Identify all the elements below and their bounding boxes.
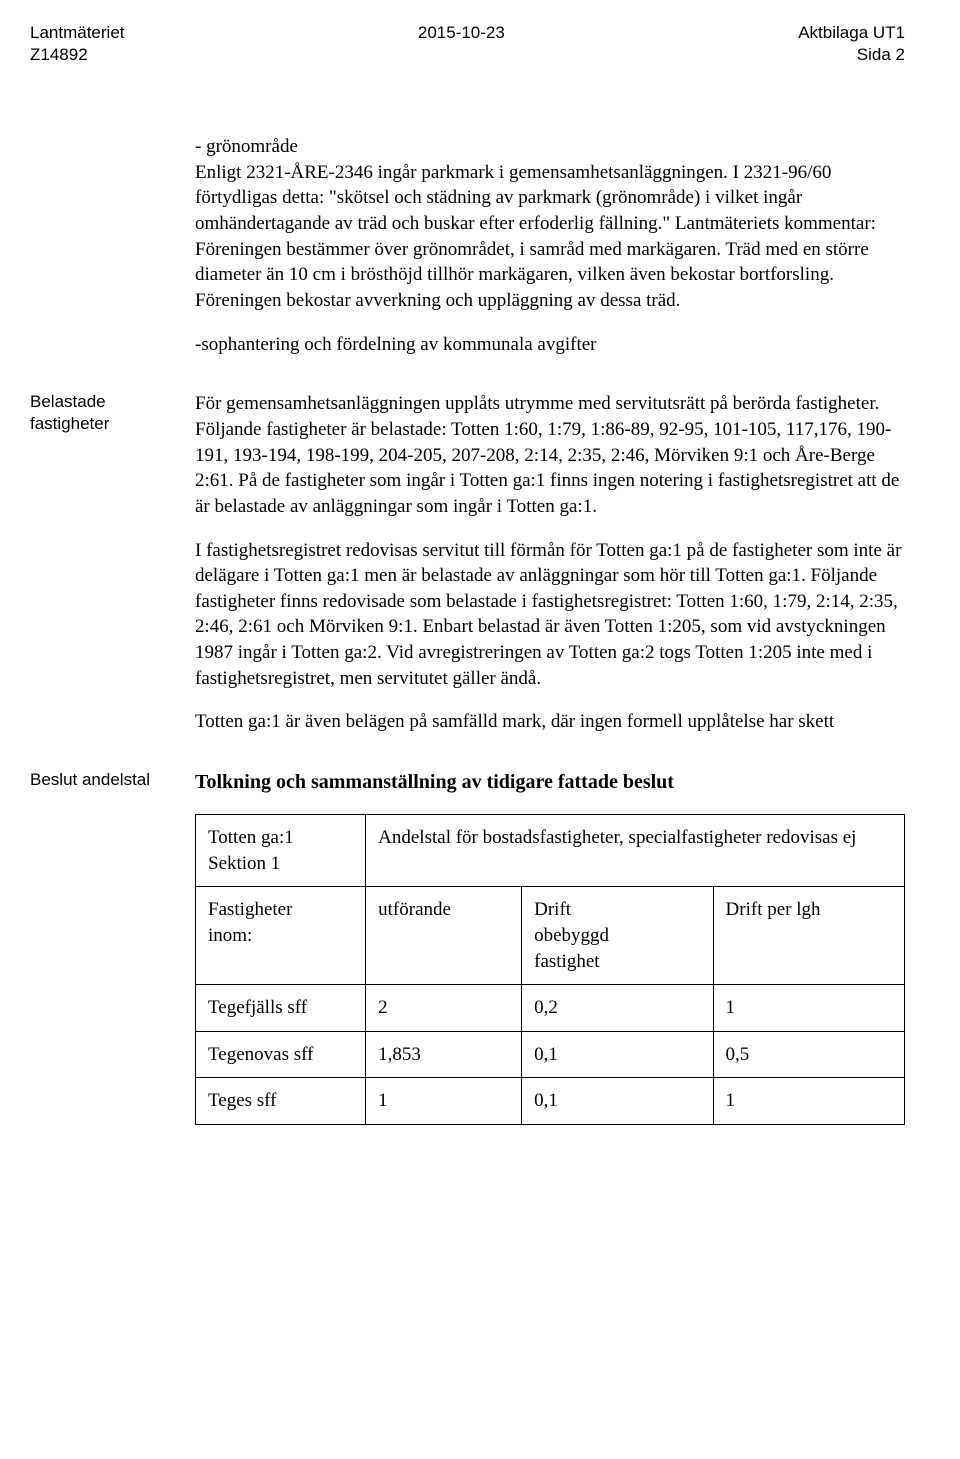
table-row-head1: Totten ga:1 Sektion 1 Andelstal för bost… bbox=[196, 815, 905, 887]
page-header: Lantmäteriet Z14892 2015-10-23 Aktbilaga… bbox=[30, 22, 905, 66]
table-row: Tegenovas sff 1,853 0,1 0,5 bbox=[196, 1031, 905, 1078]
header-org: Lantmäteriet bbox=[30, 23, 125, 42]
cell-line: Sektion 1 bbox=[208, 853, 280, 874]
cell-fastigheter-inom: Fastigheter inom: bbox=[196, 887, 366, 985]
cell-line: Totten ga:1 bbox=[208, 827, 294, 848]
section2-body: För gemensamhetsanläggningen upplåts utr… bbox=[195, 391, 905, 735]
cell: 1 bbox=[713, 985, 904, 1032]
section2-p2: I fastighetsregistret redovisas servitut… bbox=[195, 538, 905, 692]
cell-drift-obebyggd-header: Drift obebyggd fastighet bbox=[522, 887, 713, 985]
cell: 0,5 bbox=[713, 1031, 904, 1078]
cell: 2 bbox=[366, 985, 522, 1032]
section1-line3: -sophantering och fördelning av kommunal… bbox=[195, 332, 905, 358]
section2-p1: För gemensamhetsanläggningen upplåts utr… bbox=[195, 391, 905, 519]
header-right: Aktbilaga UT1 Sida 2 bbox=[798, 22, 905, 66]
header-date: 2015-10-23 bbox=[418, 23, 505, 42]
section3-heading: Tolkning och sammanställning av tidigare… bbox=[195, 769, 905, 796]
cell: 1,853 bbox=[366, 1031, 522, 1078]
cell: Teges sff bbox=[196, 1078, 366, 1125]
andelstal-table: Totten ga:1 Sektion 1 Andelstal för bost… bbox=[195, 814, 905, 1125]
table-row: Teges sff 1 0,1 1 bbox=[196, 1078, 905, 1125]
cell-line: obebyggd bbox=[534, 925, 609, 946]
section-belastade: Belastade fastigheter För gemensamhetsan… bbox=[30, 391, 905, 735]
cell: Tegenovas sff bbox=[196, 1031, 366, 1078]
margin-label-belastade: Belastade fastigheter bbox=[30, 391, 195, 435]
header-attachment: Aktbilaga UT1 bbox=[798, 23, 905, 42]
cell-andelstal-desc: Andelstal för bostadsfastigheter, specia… bbox=[366, 815, 905, 887]
section2-p3: Totten ga:1 är även belägen på samfälld … bbox=[195, 709, 905, 735]
margin-label-andelstal: Beslut andelstal bbox=[30, 769, 195, 791]
section1-body: - grönområde Enligt 2321-ÅRE-2346 ingår … bbox=[195, 134, 905, 357]
section1-line1: - grönområde bbox=[195, 134, 905, 160]
header-page: Sida 2 bbox=[857, 45, 905, 64]
cell: 1 bbox=[366, 1078, 522, 1125]
cell: Tegefjälls sff bbox=[196, 985, 366, 1032]
section3-body: Tolkning och sammanställning av tidigare… bbox=[195, 769, 905, 1125]
section-andelstal: Beslut andelstal Tolkning och sammanstäl… bbox=[30, 769, 905, 1125]
cell-line: Drift bbox=[534, 899, 571, 920]
header-left: Lantmäteriet Z14892 bbox=[30, 22, 125, 66]
section-gronomrade: - grönområde Enligt 2321-ÅRE-2346 ingår … bbox=[30, 134, 905, 357]
header-center: 2015-10-23 bbox=[418, 22, 505, 66]
cell-drift-per-lgh-header: Drift per lgh bbox=[713, 887, 904, 985]
cell-line: Fastigheter bbox=[208, 899, 292, 920]
table-row: Tegefjälls sff 2 0,2 1 bbox=[196, 985, 905, 1032]
cell: 0,1 bbox=[522, 1078, 713, 1125]
cell: 0,2 bbox=[522, 985, 713, 1032]
header-caseno: Z14892 bbox=[30, 45, 88, 64]
cell: 1 bbox=[713, 1078, 904, 1125]
page: Lantmäteriet Z14892 2015-10-23 Aktbilaga… bbox=[0, 0, 960, 1199]
cell-utforande-header: utförande bbox=[366, 887, 522, 985]
section1-para: Enligt 2321-ÅRE-2346 ingår parkmark i ge… bbox=[195, 160, 905, 314]
cell-totten-sektion: Totten ga:1 Sektion 1 bbox=[196, 815, 366, 887]
cell: 0,1 bbox=[522, 1031, 713, 1078]
cell-line: fastighet bbox=[534, 951, 599, 972]
table-row-head2: Fastigheter inom: utförande Drift obebyg… bbox=[196, 887, 905, 985]
cell-line: inom: bbox=[208, 925, 252, 946]
